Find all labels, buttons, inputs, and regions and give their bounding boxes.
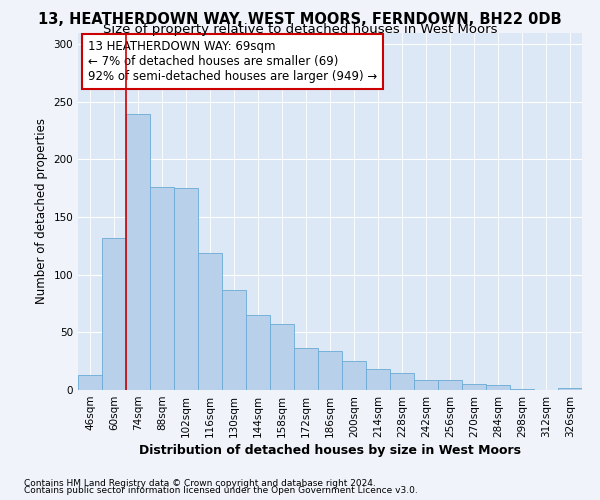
- Bar: [294, 348, 318, 390]
- Bar: [366, 369, 390, 390]
- Bar: [102, 238, 126, 390]
- Bar: [438, 380, 462, 390]
- Bar: [342, 361, 366, 390]
- Bar: [174, 188, 198, 390]
- Text: Contains HM Land Registry data © Crown copyright and database right 2024.: Contains HM Land Registry data © Crown c…: [24, 478, 376, 488]
- Bar: [222, 290, 246, 390]
- Text: 13 HEATHERDOWN WAY: 69sqm
← 7% of detached houses are smaller (69)
92% of semi-d: 13 HEATHERDOWN WAY: 69sqm ← 7% of detach…: [88, 40, 377, 82]
- Bar: [270, 324, 294, 390]
- Text: Contains public sector information licensed under the Open Government Licence v3: Contains public sector information licen…: [24, 486, 418, 495]
- Bar: [246, 315, 270, 390]
- Bar: [78, 375, 102, 390]
- Bar: [510, 389, 534, 390]
- Bar: [150, 187, 174, 390]
- Text: 13, HEATHERDOWN WAY, WEST MOORS, FERNDOWN, BH22 0DB: 13, HEATHERDOWN WAY, WEST MOORS, FERNDOW…: [38, 12, 562, 28]
- Bar: [462, 384, 486, 390]
- Y-axis label: Number of detached properties: Number of detached properties: [35, 118, 48, 304]
- Bar: [126, 114, 150, 390]
- Bar: [198, 253, 222, 390]
- Bar: [558, 388, 582, 390]
- Bar: [390, 372, 414, 390]
- Bar: [414, 380, 438, 390]
- X-axis label: Distribution of detached houses by size in West Moors: Distribution of detached houses by size …: [139, 444, 521, 457]
- Bar: [486, 386, 510, 390]
- Bar: [318, 351, 342, 390]
- Text: Size of property relative to detached houses in West Moors: Size of property relative to detached ho…: [103, 22, 497, 36]
